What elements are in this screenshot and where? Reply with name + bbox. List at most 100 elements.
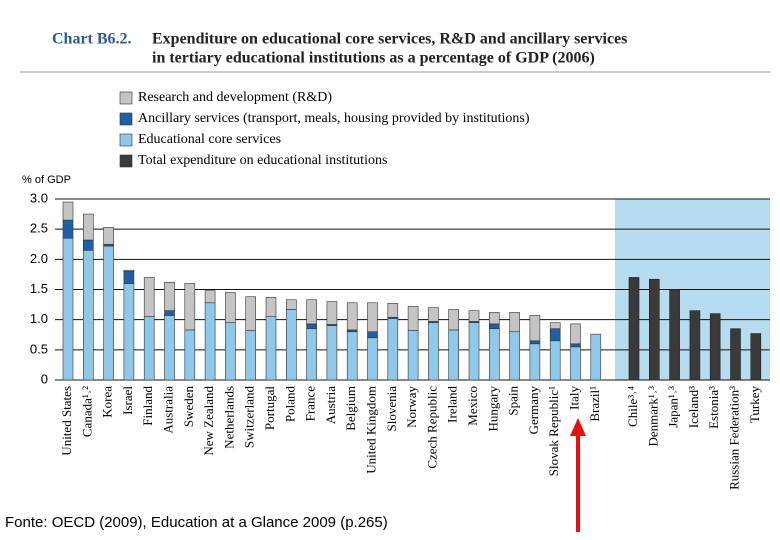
bar-segment	[83, 213, 94, 241]
bar-segment	[529, 340, 541, 345]
legend-swatch	[119, 112, 133, 126]
bar-segment	[83, 249, 94, 381]
bar	[730, 328, 741, 381]
y-tick-label: 1.5	[30, 281, 48, 296]
bar-segment	[306, 299, 317, 325]
bar-segment	[387, 303, 399, 318]
bar-segment	[367, 331, 378, 339]
bar-segment	[570, 346, 581, 381]
bar-segment	[103, 245, 114, 381]
bar-segment	[549, 322, 561, 330]
bar-segment	[448, 329, 460, 381]
bar-segment	[326, 325, 338, 381]
x-tick-label: Brazil¹	[587, 386, 602, 422]
bar-segment	[265, 316, 277, 381]
x-tick-label: Australia	[160, 386, 175, 434]
bar-segment	[62, 237, 74, 381]
bar-segment	[225, 322, 236, 381]
bar-segment	[123, 271, 135, 284]
bar-segment	[509, 312, 520, 333]
bar-segment	[225, 292, 236, 323]
bar-segment	[265, 297, 277, 317]
bar-segment	[326, 301, 338, 325]
bar-segment	[448, 309, 460, 331]
x-tick-label: Turkey	[747, 386, 762, 424]
bar-segment	[123, 269, 135, 272]
x-tick-label: Slovenia	[384, 386, 399, 432]
legend-swatch	[119, 133, 133, 147]
x-tick-label: Chile³˒⁴	[625, 386, 640, 427]
arrow-head	[570, 418, 586, 436]
bar-segment	[468, 310, 480, 322]
bar-segment	[590, 333, 602, 381]
y-tick-label: 0.5	[30, 341, 48, 356]
x-tick-label: Slovak Republic¹	[546, 386, 561, 476]
bar-segment	[285, 309, 297, 381]
y-tick-label: 3.0	[30, 190, 48, 205]
chart-title: Expenditure on educational core services…	[152, 31, 627, 48]
bar-segment	[488, 323, 500, 330]
legend-label: Total expenditure on educational institu…	[138, 153, 387, 168]
bar-segment	[549, 340, 561, 381]
bar-segment	[184, 329, 196, 381]
bar-segment	[529, 315, 541, 342]
bar-segment	[103, 227, 114, 245]
x-tick-label: Denmark¹˒³	[645, 386, 660, 447]
x-tick-label: New Zealand	[201, 386, 216, 456]
x-tick-label: Mexico	[465, 386, 480, 426]
x-tick-label: Korea	[100, 386, 115, 418]
bar-segment	[367, 337, 378, 381]
legend-swatch	[119, 154, 133, 168]
x-tick-label: Austria	[323, 386, 338, 425]
bar-segment	[62, 219, 74, 239]
bar-segment	[285, 299, 297, 310]
y-axis-label: % of GDP	[22, 174, 71, 186]
bar-segment	[123, 283, 135, 381]
bar-segment	[407, 306, 419, 331]
chart-title: in tertiary educational institutions as …	[152, 50, 595, 67]
bar-segment	[204, 290, 216, 304]
x-tick-label: United States	[59, 386, 74, 456]
x-tick-label: Belgium	[343, 386, 358, 431]
bar	[689, 310, 701, 381]
bar-segment	[407, 330, 419, 381]
x-tick-label: Estonia³	[706, 386, 721, 429]
x-tick-label: Switzerland	[242, 386, 257, 449]
bar-segment	[245, 296, 256, 331]
bar-segment	[306, 323, 317, 330]
source-note: Fonte: OECD (2009), Education at a Glanc…	[5, 514, 388, 531]
bar-segment	[184, 283, 196, 331]
bar-segment	[428, 307, 439, 322]
bar-segment	[164, 310, 175, 316]
bar	[628, 277, 640, 381]
x-tick-label: Spain	[506, 386, 521, 416]
bar-segment	[488, 328, 500, 381]
x-tick-label: Russian Federation³	[726, 386, 741, 490]
y-tick-label: 2.0	[30, 251, 48, 266]
bar-segment	[428, 322, 439, 381]
bar-segment	[306, 328, 317, 381]
x-tick-label: Italy	[566, 386, 581, 410]
legend-label: Ancillary services (transport, meals, ho…	[138, 111, 530, 126]
bar-segment	[83, 239, 94, 251]
legend-swatch	[119, 91, 133, 105]
bar-segment	[570, 343, 581, 348]
x-tick-label: Canada¹˒²	[79, 386, 94, 437]
bar-segment	[549, 328, 561, 342]
bar-segment	[346, 302, 358, 331]
bar-segment	[488, 312, 500, 325]
bar	[669, 289, 680, 381]
bar	[709, 313, 721, 381]
x-tick-label: Finland	[140, 386, 155, 426]
x-tick-label: Netherlands	[221, 386, 236, 449]
bar-segment	[143, 277, 155, 317]
bar-segment	[164, 315, 175, 381]
bar	[750, 333, 762, 381]
bar-segment	[570, 323, 581, 345]
x-tick-label: France	[303, 386, 318, 422]
x-tick-label: Norway	[404, 386, 419, 428]
bar-segment	[529, 343, 541, 381]
x-tick-label: Poland	[282, 386, 297, 423]
y-tick-label: 2.5	[30, 221, 48, 236]
